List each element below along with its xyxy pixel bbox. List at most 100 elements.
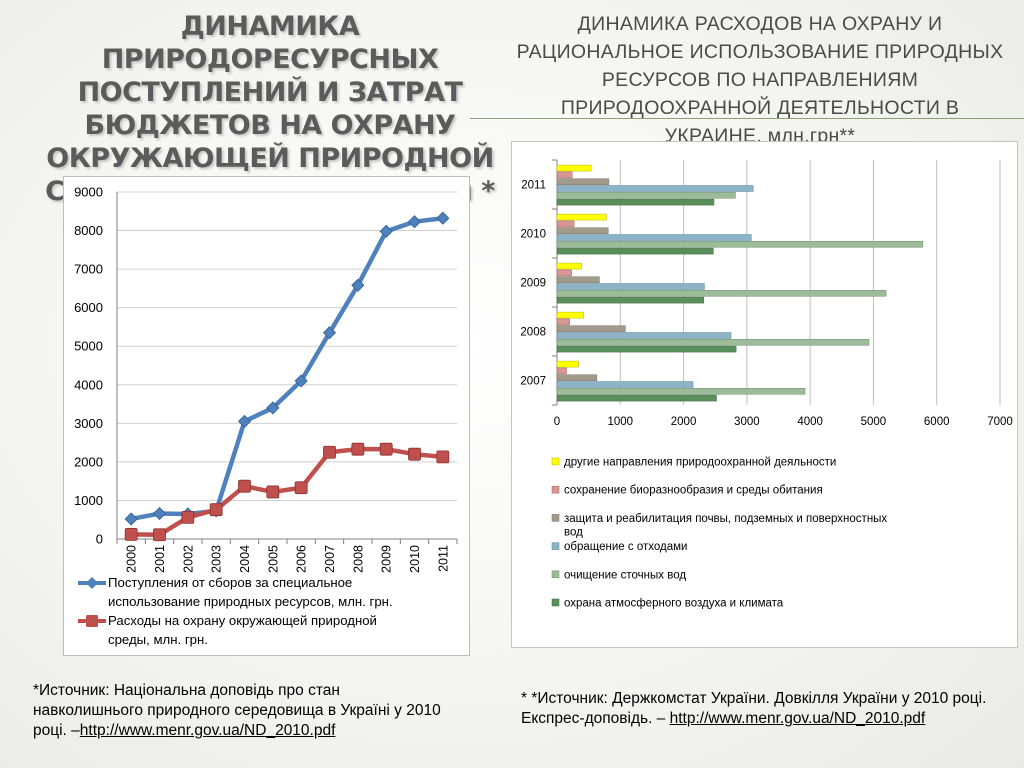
y-tick-label: 4000 [74, 377, 103, 392]
data-point [152, 506, 167, 521]
bar [556, 262, 582, 270]
header-divider [470, 118, 1024, 119]
y-tick-label: 2000 [74, 454, 103, 469]
x-tick-label: 1000 [607, 416, 633, 428]
x-tick-label: 2009 [380, 545, 394, 573]
y-tick-label: 2007 [520, 376, 546, 388]
bar [556, 345, 737, 353]
data-point [379, 442, 393, 456]
bar [556, 185, 754, 192]
bar [556, 311, 584, 319]
legend-label: очищение сточных вод [564, 569, 686, 581]
x-tick-label: 5000 [861, 416, 887, 428]
x-tick-label: 6000 [924, 416, 950, 428]
data-point [351, 278, 365, 292]
data-point [181, 511, 195, 524]
x-tick-label: 3000 [734, 416, 760, 428]
data-point [124, 512, 138, 526]
bar [556, 388, 806, 395]
bar [556, 332, 732, 339]
bar [556, 234, 752, 241]
x-tick-label: 2011 [436, 545, 450, 572]
bar [556, 283, 705, 290]
x-tick-label: 2005 [266, 545, 280, 573]
bar [556, 276, 600, 283]
bar [556, 247, 714, 255]
legend-label: защита и реабилитация почвы, подземных и… [564, 513, 887, 539]
source-text-left: *Источник: Національна доповідь про стан… [33, 682, 441, 739]
x-tick-label: 2000 [125, 545, 139, 573]
bar [556, 192, 736, 199]
legend-swatch [551, 514, 560, 522]
line-chart: 0 1000 2000 3000 4000 5000 6000 7000 8000 9000 200… [74, 185, 458, 647]
data-point [407, 215, 422, 229]
bar-chart-panel: 0 1000 2000 3000 4000 5000 6000 7000 2007 2008 200… [511, 141, 1018, 648]
bar [556, 325, 626, 332]
x-tick-label: 2004 [238, 545, 252, 573]
horizontal-bar-chart: 0 1000 2000 3000 4000 5000 6000 7000 2007 2008 200… [520, 159, 1013, 610]
x-tick-label: 4000 [797, 416, 823, 428]
data-point [209, 503, 223, 517]
legend-swatch [551, 457, 560, 466]
x-tick-label: 2000 [671, 416, 697, 428]
data-point [322, 326, 337, 340]
y-tick-label: 2010 [520, 229, 546, 241]
data-point [266, 401, 280, 415]
x-tick-label: 2008 [351, 545, 365, 573]
source-note-left: *Источник: Національна доповідь про стан… [33, 681, 453, 741]
bar [556, 164, 592, 172]
legend-marker [86, 615, 98, 627]
bar [556, 296, 705, 304]
bar [556, 374, 598, 381]
x-tick-label: 7000 [987, 416, 1013, 428]
legend-swatch [551, 485, 560, 494]
bar [556, 227, 609, 234]
y-tick-label: 1000 [74, 493, 103, 508]
bar [556, 318, 570, 326]
legend-swatch [551, 542, 560, 550]
series-line [128, 215, 446, 522]
x-tick-label: 2001 [153, 545, 167, 573]
data-point [153, 528, 166, 542]
data-point [124, 527, 138, 541]
data-point [323, 445, 336, 459]
legend-swatch [551, 570, 560, 579]
source-link-left[interactable]: http://www.menr.gov.ua/ND_2010.pdf [79, 722, 336, 739]
y-tick-label: 2011 [521, 180, 546, 192]
data-point [294, 374, 308, 388]
legend-marker [86, 577, 98, 589]
data-point [379, 224, 393, 238]
legend-label: охрана атмосферного воздуха и климата [564, 598, 784, 610]
bar [556, 367, 567, 375]
bar [556, 339, 870, 346]
source-text-right: * *Источник: Держкомстат України. Довкіл… [521, 690, 987, 727]
data-point [238, 479, 251, 493]
bar [556, 381, 694, 388]
legend-label: другие направления природоохранной деяль… [564, 457, 836, 469]
bar [556, 220, 575, 228]
y-tick-label: 7000 [74, 262, 103, 277]
y-tick-label: 2009 [520, 278, 546, 290]
x-tick-label: 2010 [408, 545, 422, 573]
bar [556, 360, 579, 368]
bar [556, 171, 573, 179]
data-point [436, 211, 450, 225]
bar [556, 290, 887, 297]
data-point [266, 485, 280, 499]
line-chart-panel: 0 1000 2000 3000 4000 5000 6000 7000 8000 9000 200… [63, 176, 470, 656]
bar [556, 269, 572, 277]
bar [556, 394, 717, 402]
y-tick-label: 3000 [74, 416, 103, 431]
x-tick-label: 2003 [210, 545, 224, 573]
x-tick-label: 2007 [323, 545, 337, 573]
y-tick-label: 0 [96, 532, 103, 547]
data-point [237, 414, 252, 428]
source-link-right[interactable]: http://www.menr.gov.ua/ND_2010.pdf [669, 710, 926, 727]
x-tick-label: 2006 [295, 545, 309, 573]
y-tick-label: 5000 [74, 339, 103, 354]
bar [556, 213, 607, 221]
bar [556, 241, 924, 248]
data-point [436, 450, 450, 464]
data-point [294, 481, 308, 495]
legend-swatch [551, 598, 560, 607]
